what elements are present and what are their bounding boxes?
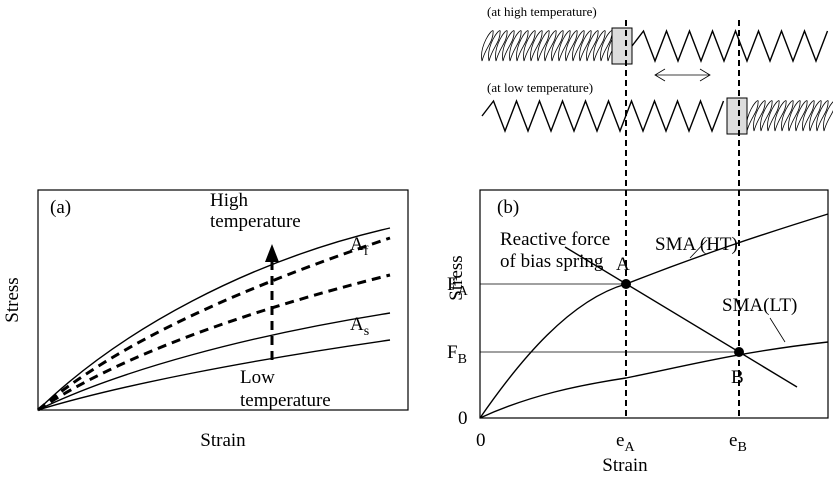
y-tick-label: FB bbox=[447, 342, 467, 367]
springs bbox=[481, 29, 833, 133]
x-axis-label: Strain bbox=[200, 430, 246, 451]
annotation: Reactive force bbox=[500, 229, 610, 250]
tick-main: F bbox=[447, 342, 458, 363]
x-tick-label: eA bbox=[616, 430, 635, 455]
tick-main: F bbox=[447, 274, 458, 295]
spring-extended bbox=[631, 29, 829, 63]
curve-label: Af bbox=[350, 234, 369, 259]
panel-a-frame bbox=[37, 189, 409, 411]
curve-mid bbox=[37, 236, 391, 412]
leader-line bbox=[689, 239, 708, 259]
spring-extended bbox=[481, 99, 725, 133]
curve-label-main: A bbox=[350, 314, 364, 335]
curve-label-sub: s bbox=[364, 324, 369, 339]
curve-lt bbox=[479, 341, 829, 419]
annotation: temperature bbox=[240, 390, 331, 411]
spring-compressed bbox=[481, 30, 620, 62]
curve-high bbox=[37, 227, 391, 411]
curve-label: As bbox=[350, 314, 369, 339]
x-tick-label: 0 bbox=[476, 430, 486, 451]
annotation: of bias spring bbox=[500, 251, 604, 272]
point-label: A bbox=[616, 254, 630, 275]
tick-sub: B bbox=[458, 352, 467, 367]
bias-line bbox=[564, 246, 798, 388]
panel-label: (a) bbox=[50, 197, 71, 218]
tick-sub: B bbox=[737, 440, 746, 455]
curve-label: SMA (HT) bbox=[655, 234, 738, 255]
point-label: B bbox=[731, 367, 744, 388]
curve-label: SMA(LT) bbox=[722, 295, 797, 316]
tick-sub: A bbox=[458, 284, 469, 299]
leader-line bbox=[769, 317, 786, 343]
annotation: High bbox=[210, 190, 249, 211]
spring-compressed bbox=[746, 100, 833, 132]
panel-b-frame bbox=[479, 189, 829, 419]
tick-main: e bbox=[729, 430, 737, 451]
tick-sub: A bbox=[624, 440, 635, 455]
tick-main: e bbox=[616, 430, 624, 451]
annotation: temperature bbox=[210, 211, 301, 232]
y-tick-label: FA bbox=[447, 274, 469, 299]
curve-label-main: A bbox=[350, 234, 364, 255]
double-arrow bbox=[654, 68, 711, 82]
spring-joint bbox=[611, 27, 633, 65]
y-axis-label: Stress bbox=[2, 277, 23, 322]
x-axis-label: Strain bbox=[602, 455, 648, 476]
point bbox=[734, 347, 744, 357]
curve-mid bbox=[37, 273, 391, 412]
curve-label-sub: f bbox=[364, 244, 369, 259]
panel-label: (b) bbox=[497, 197, 519, 218]
x-tick-label: eB bbox=[729, 430, 747, 455]
point bbox=[621, 279, 631, 289]
spring-caption: (at high temperature) bbox=[487, 4, 597, 19]
spring-joint bbox=[726, 97, 748, 135]
annotation: Low bbox=[240, 367, 275, 388]
curve-as bbox=[37, 312, 391, 411]
y-tick-label: 0 bbox=[458, 408, 468, 429]
spring-caption: (at low temperature) bbox=[487, 80, 593, 95]
y-axis-label: Stress bbox=[446, 255, 467, 300]
curve-low bbox=[37, 339, 391, 411]
arrow-head bbox=[265, 244, 279, 262]
